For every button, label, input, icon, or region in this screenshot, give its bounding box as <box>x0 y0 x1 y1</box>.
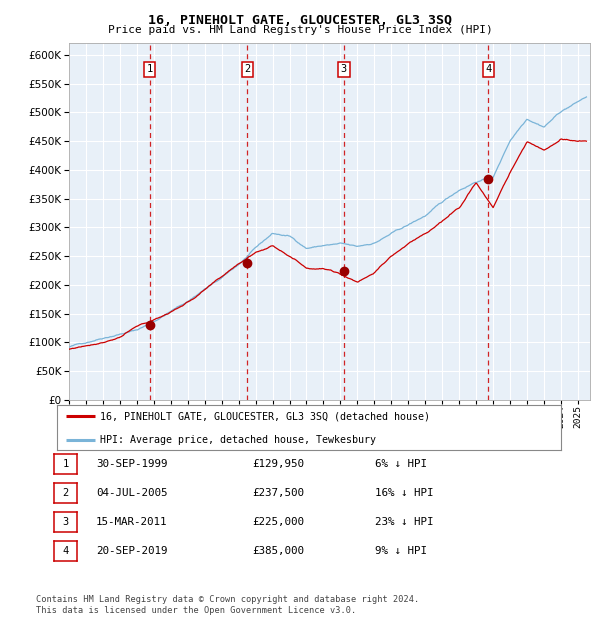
Text: £129,950: £129,950 <box>252 459 304 469</box>
Text: Price paid vs. HM Land Registry's House Price Index (HPI): Price paid vs. HM Land Registry's House … <box>107 25 493 35</box>
Text: £225,000: £225,000 <box>252 517 304 527</box>
Text: 30-SEP-1999: 30-SEP-1999 <box>96 459 167 469</box>
Text: £237,500: £237,500 <box>252 488 304 498</box>
Text: 3: 3 <box>62 517 68 527</box>
Text: 4: 4 <box>485 64 491 74</box>
Text: 16, PINEHOLT GATE, GLOUCESTER, GL3 3SQ: 16, PINEHOLT GATE, GLOUCESTER, GL3 3SQ <box>148 14 452 27</box>
Text: 23% ↓ HPI: 23% ↓ HPI <box>375 517 433 527</box>
Text: 2: 2 <box>62 488 68 498</box>
Text: 1: 1 <box>62 459 68 469</box>
Text: 15-MAR-2011: 15-MAR-2011 <box>96 517 167 527</box>
Text: 2: 2 <box>244 64 250 74</box>
Text: 16% ↓ HPI: 16% ↓ HPI <box>375 488 433 498</box>
Text: 9% ↓ HPI: 9% ↓ HPI <box>375 546 427 556</box>
Text: HPI: Average price, detached house, Tewkesbury: HPI: Average price, detached house, Tewk… <box>100 435 376 445</box>
Text: Contains HM Land Registry data © Crown copyright and database right 2024.: Contains HM Land Registry data © Crown c… <box>36 595 419 604</box>
Text: 4: 4 <box>62 546 68 556</box>
Text: This data is licensed under the Open Government Licence v3.0.: This data is licensed under the Open Gov… <box>36 606 356 615</box>
Text: 16, PINEHOLT GATE, GLOUCESTER, GL3 3SQ (detached house): 16, PINEHOLT GATE, GLOUCESTER, GL3 3SQ (… <box>100 412 430 422</box>
Text: 20-SEP-2019: 20-SEP-2019 <box>96 546 167 556</box>
Text: 6% ↓ HPI: 6% ↓ HPI <box>375 459 427 469</box>
Text: 1: 1 <box>146 64 153 74</box>
Text: £385,000: £385,000 <box>252 546 304 556</box>
Text: 04-JUL-2005: 04-JUL-2005 <box>96 488 167 498</box>
Text: 3: 3 <box>341 64 347 74</box>
